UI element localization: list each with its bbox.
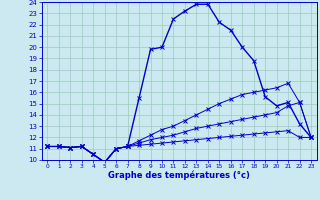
X-axis label: Graphe des températures (°c): Graphe des températures (°c) (108, 171, 250, 180)
